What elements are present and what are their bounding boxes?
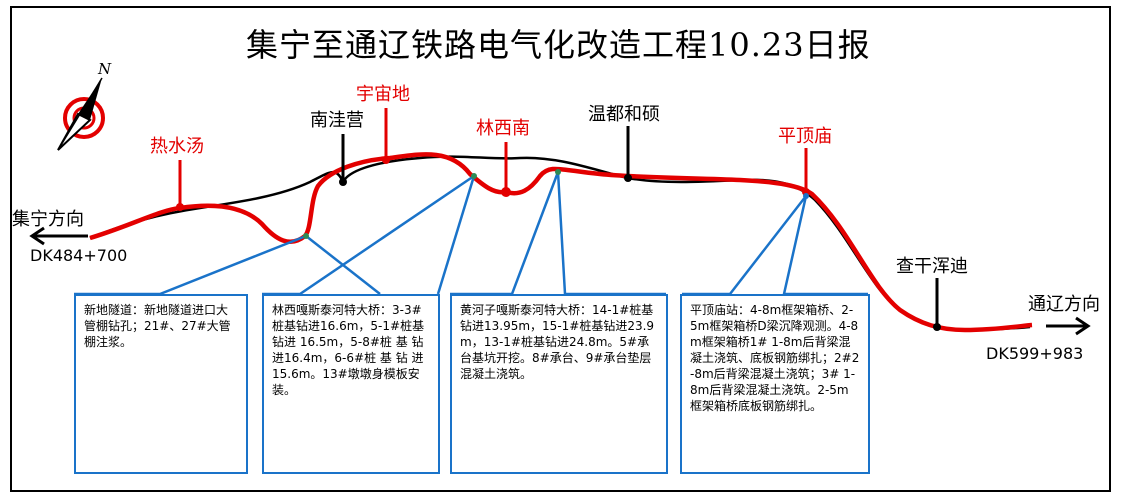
page-title: 集宁至通辽铁路电气化改造工程10.23日报 [246,26,871,64]
station-label-linxinan: 林西南 [476,118,530,139]
station-label-yuzhoudi: 宇宙地 [356,84,410,105]
left-arrow-icon [29,226,88,246]
right-arrow-icon [1046,316,1091,336]
right-direction-label: 通辽方向 [1028,294,1100,315]
left-direction-label: 集宁方向 [12,209,84,230]
note-box-xindi-tunnel: 新地隧道：新地隧道进口大管棚钻孔；21#、27#大管棚注浆。 [74,294,248,474]
callout-anchor-dots [303,169,809,239]
station-label-reshuitang: 热水汤 [150,136,204,157]
diagram-frame [10,6,1111,492]
station-label-wendouheshuo: 温都和硕 [588,104,660,125]
new-line [89,152,1033,333]
station-label-nanwaying: 南洼营 [310,110,364,131]
compass-letter: N [98,60,112,78]
note-box-linxi-bridge: 林西嘎斯泰河特大桥：3-3#桩基钻进16.6m，5-1#桩基钻进 16.5m，5… [262,294,440,474]
compass-icon [57,77,105,151]
left-stake-label: DK484+700 [30,246,128,265]
station-ticks [178,108,939,327]
note-box-huanghezi-bridge: 黄河子嘎斯泰河特大桥：14-1#桩基钻进13.95m，15-1#桩基钻进23.9… [450,294,668,474]
right-stake-label: DK599+983 [986,344,1084,363]
note-box-pingdingmiao-station: 平顶庙站：4-8m框架箱桥、2-5m框架箱桥D梁沉降观测。4-8m框架箱桥1# … [680,294,870,474]
callout-leaders [74,171,868,296]
station-label-pingdingmiao: 平顶庙 [778,126,832,147]
station-label-chaganhundi: 查干浑迪 [896,256,968,277]
